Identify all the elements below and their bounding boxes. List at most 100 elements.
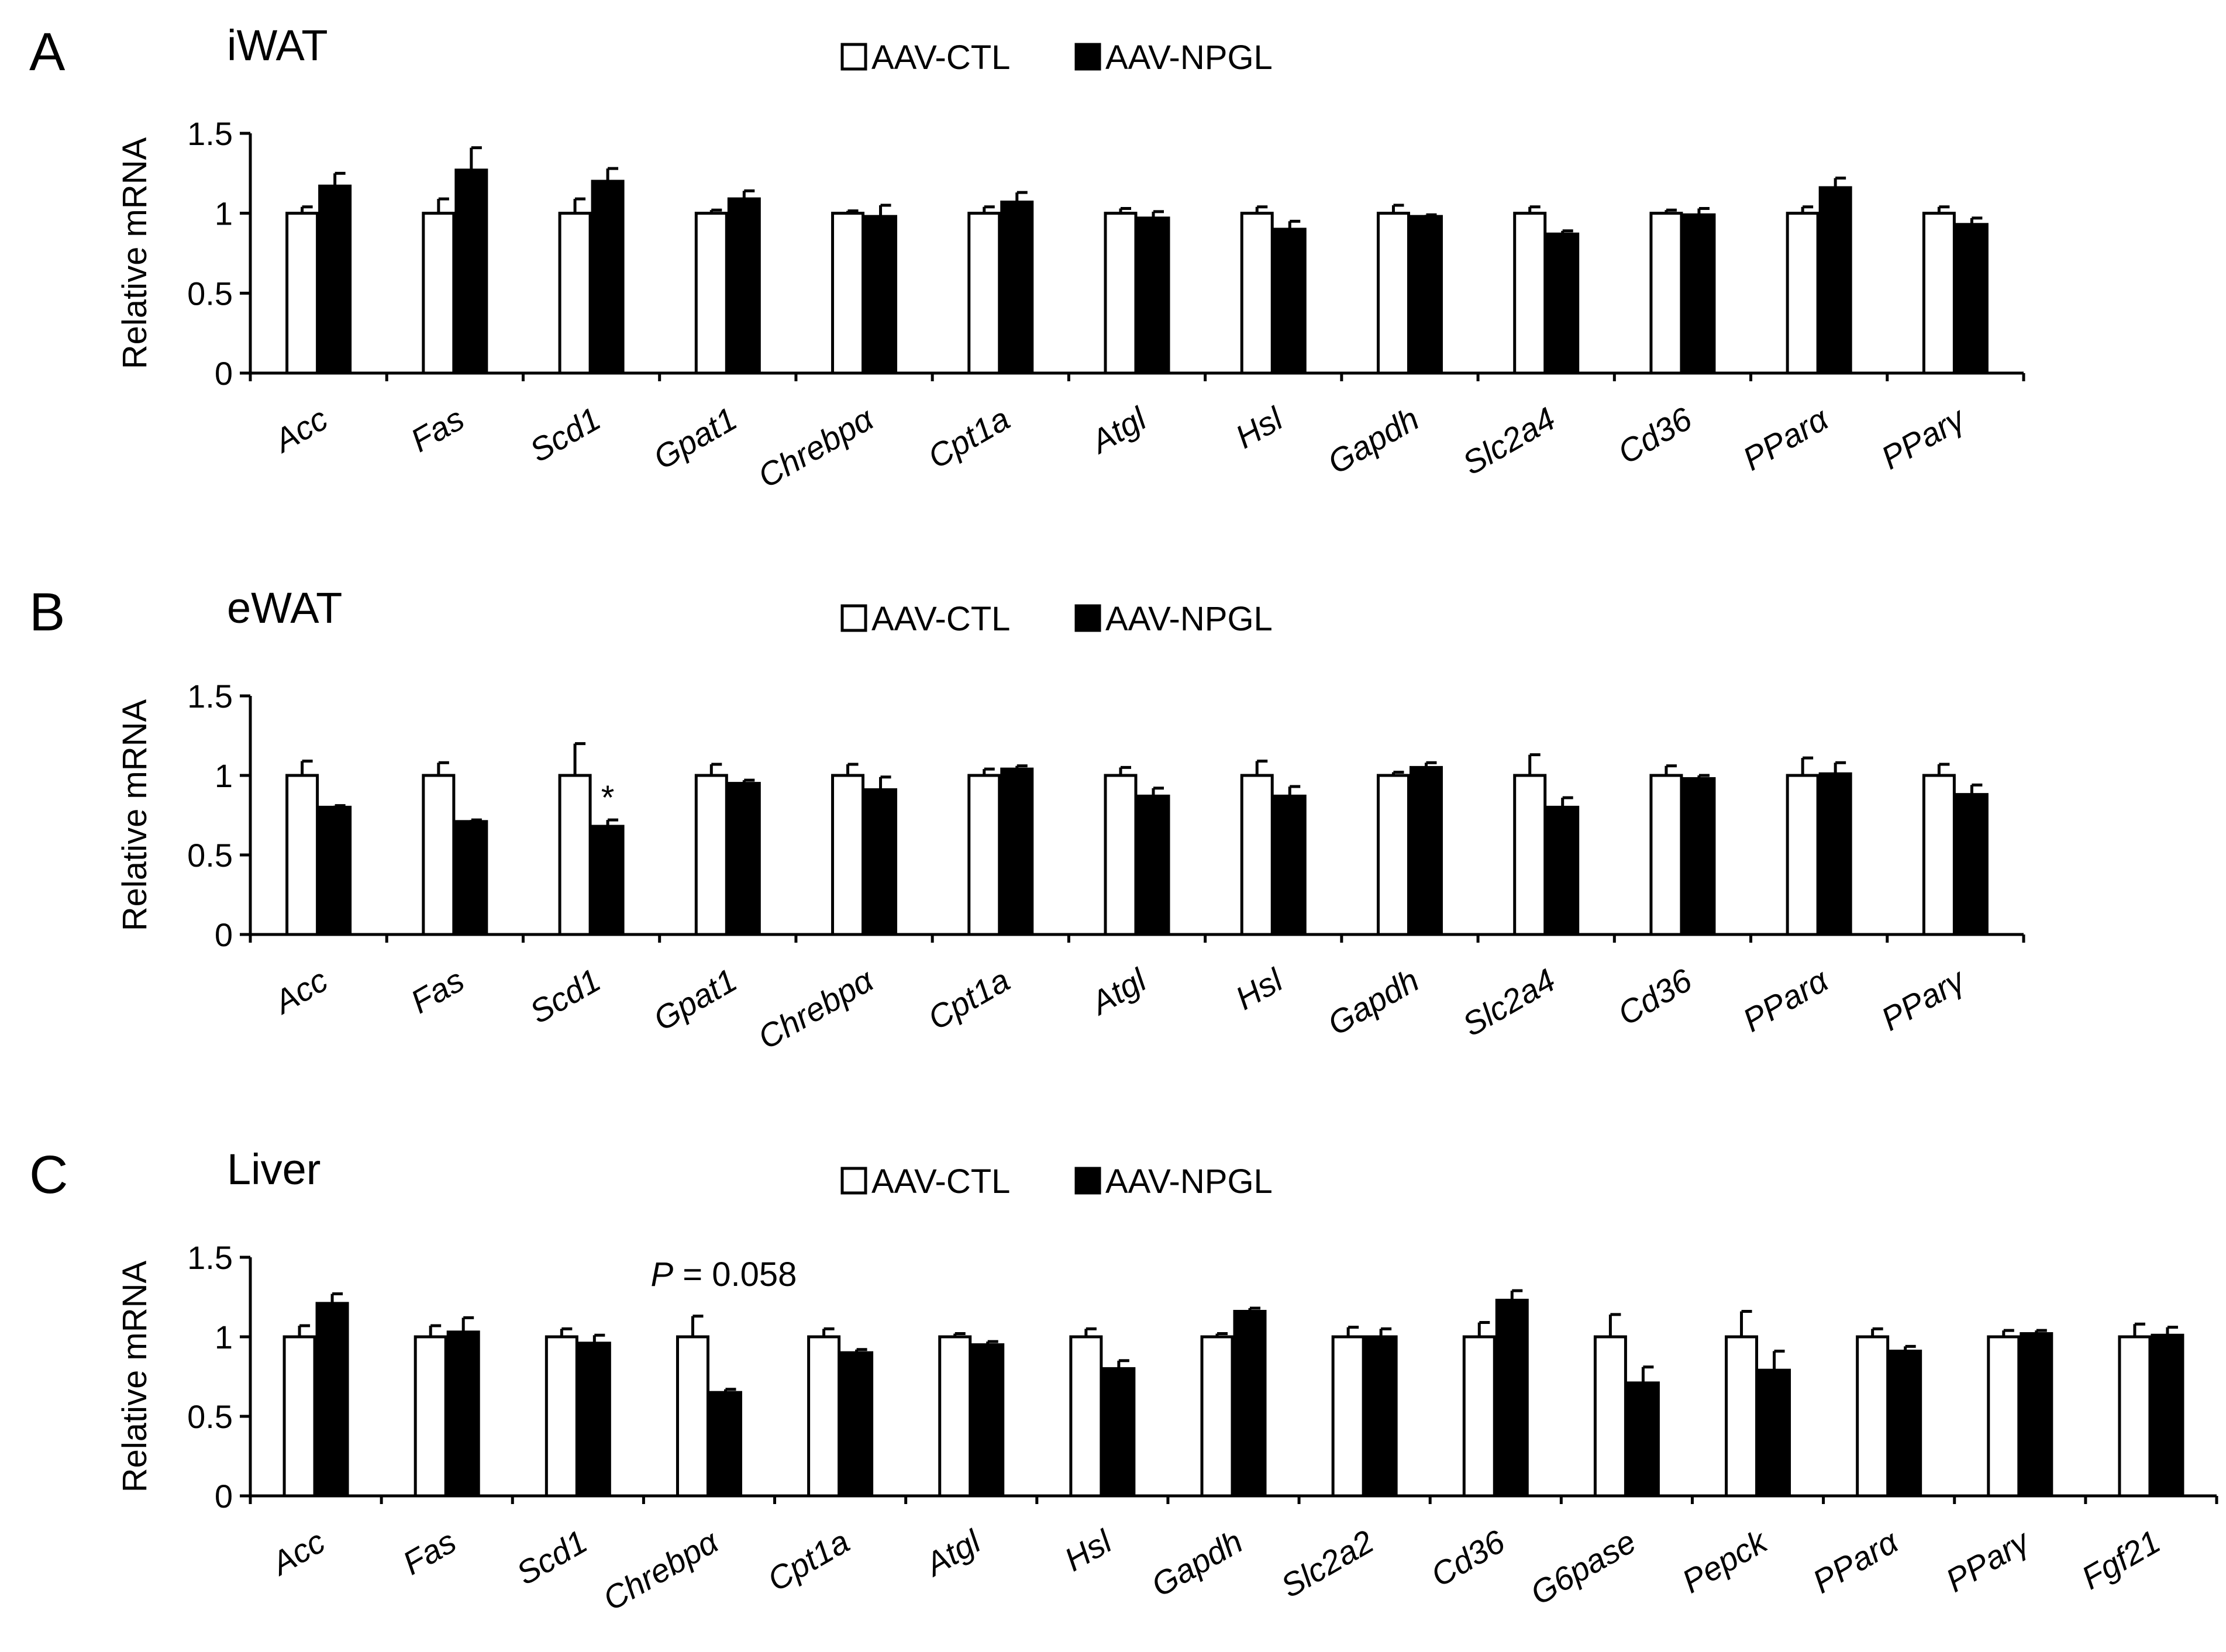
- x-tick-label: Gapdh: [1321, 400, 1425, 481]
- bar-npgl: [318, 184, 352, 375]
- x-tick-label: PParγ: [1875, 399, 1972, 476]
- x-tick-label: Slc2a4: [1456, 961, 1562, 1043]
- bar-npgl: [1626, 1381, 1660, 1498]
- bar-ctl: [676, 1335, 709, 1498]
- x-tick-label: Acc: [264, 1523, 331, 1583]
- bar-npgl: [1682, 213, 1716, 375]
- bar-ctl: [1069, 1335, 1103, 1498]
- x-tick-label: Cd36: [1611, 961, 1698, 1032]
- y-tick-label: 0: [215, 355, 233, 392]
- bar-npgl: [1955, 223, 1989, 375]
- x-tick-label: Cd36: [1611, 399, 1698, 471]
- bar-ctl: [967, 774, 1001, 936]
- bar-npgl: [1364, 1335, 1398, 1498]
- bar-npgl: [1000, 767, 1034, 936]
- bar-ctl: [1649, 212, 1683, 375]
- bar-ctl: [1200, 1335, 1234, 1498]
- x-tick-label: Scd1: [510, 1523, 593, 1592]
- x-tick-label: Fas: [397, 1523, 462, 1582]
- bar-npgl: [1818, 186, 1852, 375]
- bar-ctl: [807, 1335, 841, 1498]
- x-tick-label: Gapdh: [1145, 1523, 1249, 1604]
- bar-npgl: [971, 1343, 1005, 1498]
- bar-npgl: [864, 215, 898, 375]
- legend-label-npgl: AAV-NPGL: [1105, 600, 1273, 638]
- bar-npgl: [1273, 227, 1307, 375]
- x-tick-label: Gpat1: [647, 400, 743, 477]
- bar-ctl: [558, 212, 592, 375]
- bar-npgl: [1546, 232, 1580, 375]
- bar-ctl: [938, 1335, 972, 1498]
- panel-letter: B: [29, 582, 65, 642]
- bar-npgl: [1889, 1349, 1922, 1498]
- x-tick-label: PParα: [1736, 399, 1835, 478]
- y-axis-label: Relative mRNA: [116, 137, 154, 369]
- bar-ctl: [1104, 212, 1138, 375]
- bar-ctl: [831, 774, 865, 936]
- bar-ctl: [422, 774, 456, 936]
- bar-npgl: [1273, 794, 1307, 936]
- p-value-label: P: [650, 1256, 673, 1294]
- x-tick-label: Slc2a4: [1456, 400, 1562, 482]
- x-tick-label: Chrebpα: [752, 961, 880, 1056]
- y-tick-label: 1: [215, 757, 233, 794]
- bar-ctl: [1104, 774, 1138, 936]
- panel-title: Liver: [227, 1145, 321, 1194]
- bar-ctl: [414, 1335, 447, 1498]
- legend-swatch-ctl: [840, 604, 867, 632]
- x-tick-label: Scd1: [523, 961, 607, 1030]
- bar-npgl: [2151, 1333, 2184, 1498]
- legend-label-ctl: AAV-CTL: [871, 39, 1010, 77]
- x-tick-label: Slc2a2: [1274, 1523, 1380, 1605]
- bar-npgl: [1818, 772, 1852, 936]
- bar-ctl: [1725, 1335, 1759, 1498]
- p-value-text: = 0.058: [673, 1256, 797, 1294]
- bar-npgl: [1495, 1298, 1529, 1498]
- x-tick-label: Fgf21: [2075, 1523, 2166, 1596]
- x-tick-label: Gpat1: [647, 961, 743, 1038]
- x-tick-label: PParα: [1807, 1522, 1905, 1601]
- bar-npgl: [446, 1330, 480, 1498]
- legend-swatch-ctl: [840, 43, 867, 71]
- bar-ctl: [285, 774, 319, 936]
- x-tick-label: Hsl: [1229, 399, 1290, 456]
- x-tick-label: Acc: [267, 961, 334, 1022]
- legend-swatch-ctl: [840, 1167, 867, 1195]
- bar-ctl: [967, 212, 1001, 375]
- x-tick-label: Fas: [404, 400, 470, 459]
- bar-npgl: [454, 168, 488, 375]
- bar-ctl: [1856, 1335, 1890, 1498]
- bar-npgl: [1546, 805, 1580, 936]
- panel-letter: A: [29, 22, 66, 82]
- bar-npgl: [1955, 793, 1989, 936]
- bar-ctl: [1786, 774, 1820, 936]
- bar-npgl: [1409, 215, 1443, 375]
- x-tick-label: Cpt1a: [922, 400, 1016, 475]
- x-tick-label: Acc: [267, 400, 334, 460]
- bar-npgl: [315, 1302, 349, 1498]
- bar-npgl: [840, 1351, 874, 1498]
- bar-ctl: [2118, 1335, 2152, 1498]
- bar-ctl: [545, 1335, 578, 1498]
- p-value-annotation: P = 0.058: [650, 1256, 797, 1294]
- legend-swatch-npgl: [1074, 1167, 1101, 1195]
- significance-star: *: [601, 779, 615, 817]
- x-tick-label: Atgl: [918, 1522, 987, 1584]
- y-tick-label: 1: [215, 1319, 233, 1356]
- bar-npgl: [454, 820, 488, 936]
- x-tick-label: Chrebpα: [597, 1522, 725, 1617]
- x-tick-label: Atgl: [1083, 399, 1153, 461]
- panel-title: eWAT: [227, 584, 342, 632]
- x-tick-label: Hsl: [1058, 1522, 1118, 1578]
- y-tick-label: 0: [215, 916, 233, 953]
- x-tick-label: PParγ: [1875, 960, 1972, 1037]
- y-tick-label: 1.5: [187, 1239, 233, 1276]
- bar-npgl: [1102, 1367, 1136, 1498]
- bar-ctl: [694, 212, 728, 375]
- bar-npgl: [1233, 1309, 1267, 1498]
- panel-title: iWAT: [227, 21, 328, 70]
- bar-ctl: [1987, 1335, 2021, 1498]
